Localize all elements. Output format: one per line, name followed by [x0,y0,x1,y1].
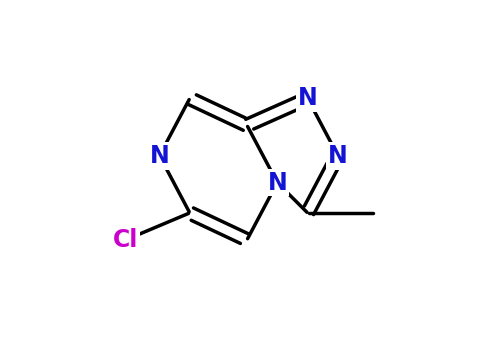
Text: N: N [298,87,318,110]
Text: N: N [328,144,348,168]
Text: Cl: Cl [113,228,138,252]
Text: N: N [267,170,287,195]
Text: N: N [150,144,169,168]
